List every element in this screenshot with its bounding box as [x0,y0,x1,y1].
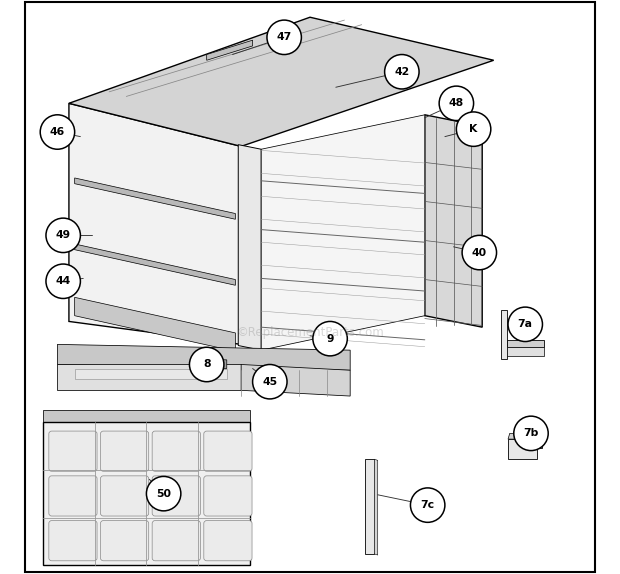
Polygon shape [74,369,227,379]
Polygon shape [74,178,236,219]
Polygon shape [58,344,350,370]
Text: 50: 50 [156,488,171,499]
Polygon shape [507,347,544,356]
FancyBboxPatch shape [152,431,200,471]
Polygon shape [241,364,350,396]
Circle shape [46,264,81,298]
Polygon shape [58,364,241,390]
Text: 40: 40 [472,247,487,258]
Circle shape [146,476,181,511]
FancyBboxPatch shape [49,431,97,471]
Circle shape [462,235,497,270]
Polygon shape [500,310,507,359]
Circle shape [190,347,224,382]
Polygon shape [365,459,374,554]
Polygon shape [508,439,542,459]
Polygon shape [201,359,227,369]
Text: 45: 45 [262,377,277,387]
FancyBboxPatch shape [204,476,252,516]
Polygon shape [43,410,250,422]
Circle shape [267,20,301,55]
FancyBboxPatch shape [100,431,149,471]
Polygon shape [74,297,236,351]
Text: 42: 42 [394,67,409,77]
Polygon shape [508,433,544,439]
Polygon shape [206,40,252,60]
Polygon shape [238,145,261,350]
Circle shape [410,488,445,522]
Polygon shape [69,103,241,344]
Text: 7c: 7c [420,500,435,510]
Circle shape [208,358,219,369]
Text: 49: 49 [56,230,71,241]
Text: ©ReplacementParts.com: ©ReplacementParts.com [236,327,384,339]
FancyBboxPatch shape [152,521,200,561]
Circle shape [508,307,542,342]
Circle shape [384,55,419,89]
FancyBboxPatch shape [204,521,252,561]
Circle shape [313,321,347,356]
Polygon shape [374,459,378,555]
Circle shape [439,86,474,121]
Text: 7b: 7b [523,428,539,439]
Circle shape [456,112,491,146]
FancyBboxPatch shape [49,521,97,561]
FancyBboxPatch shape [152,476,200,516]
Polygon shape [69,17,494,146]
Circle shape [252,364,287,399]
Polygon shape [507,340,544,347]
Text: 44: 44 [56,276,71,286]
Text: 8: 8 [203,359,210,370]
Circle shape [514,416,548,451]
Text: 46: 46 [50,127,65,137]
Polygon shape [43,422,250,565]
Polygon shape [74,244,236,285]
Polygon shape [425,115,482,327]
Text: 9: 9 [326,333,334,344]
Text: 7a: 7a [518,319,533,329]
Polygon shape [261,115,425,350]
FancyBboxPatch shape [49,476,97,516]
FancyBboxPatch shape [100,476,149,516]
FancyBboxPatch shape [204,431,252,471]
Circle shape [40,115,74,149]
FancyBboxPatch shape [100,521,149,561]
Text: K: K [469,124,478,134]
Text: 47: 47 [277,32,292,42]
Text: 48: 48 [449,98,464,108]
Circle shape [46,218,81,253]
